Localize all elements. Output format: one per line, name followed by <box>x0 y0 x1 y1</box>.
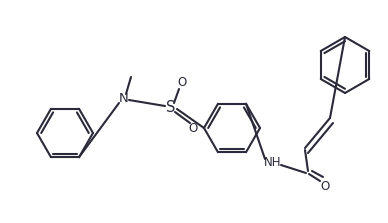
Text: O: O <box>177 76 187 89</box>
Text: N: N <box>119 93 129 105</box>
Text: O: O <box>189 122 197 134</box>
Text: S: S <box>166 101 176 116</box>
Text: NH: NH <box>264 157 282 169</box>
Text: O: O <box>320 180 330 192</box>
